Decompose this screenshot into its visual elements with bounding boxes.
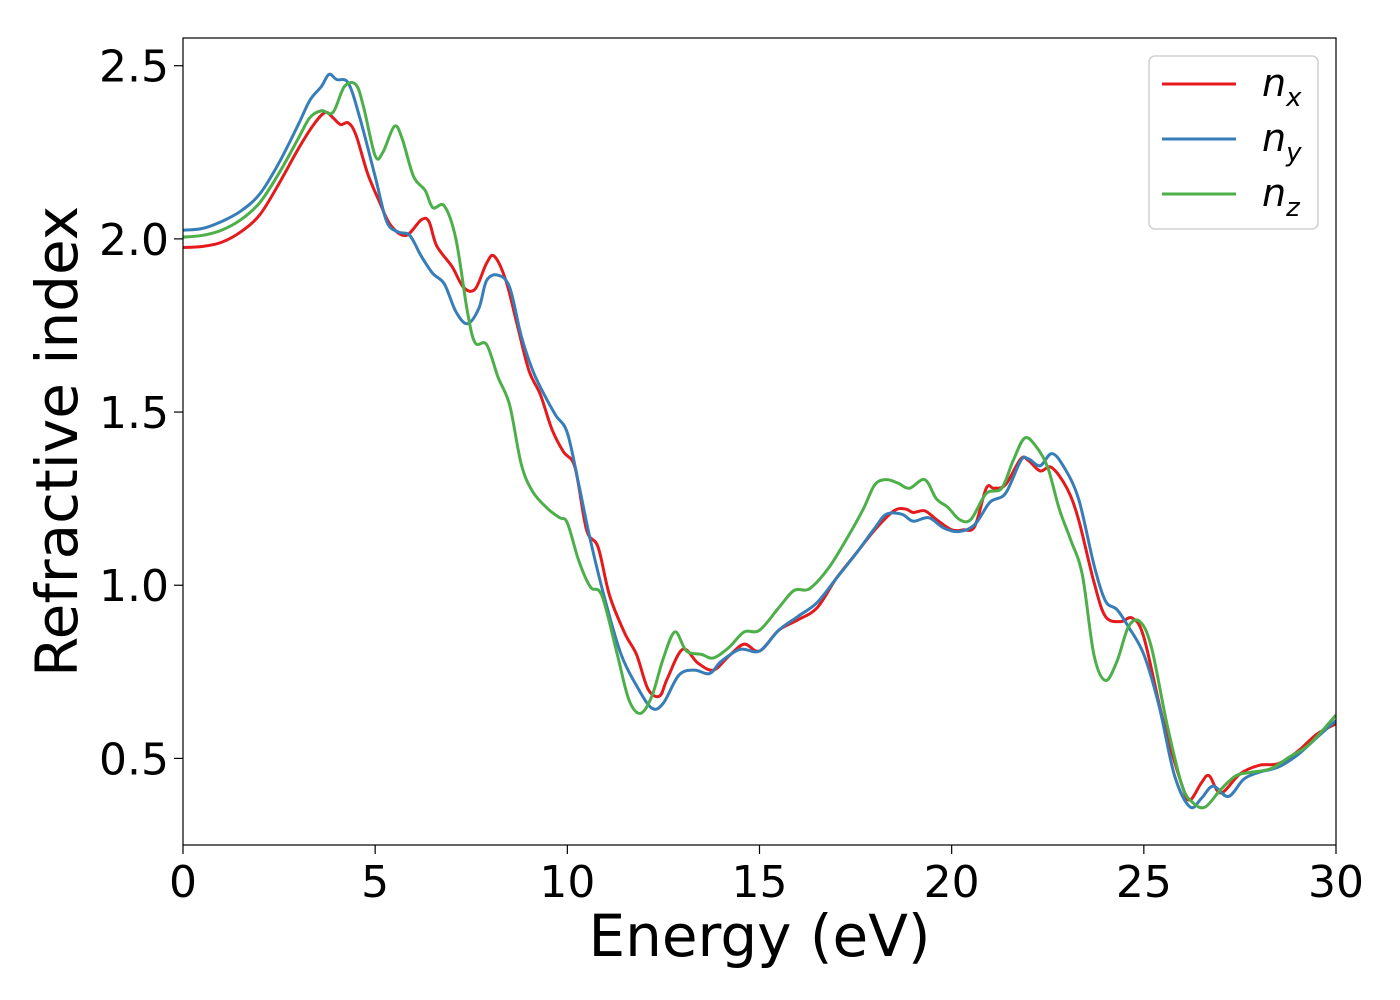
- x-tick-label: 20: [924, 857, 980, 908]
- legend-label-base: n: [1262, 116, 1286, 160]
- legend-label-subscript: x: [1285, 83, 1302, 113]
- legend-label-subscript: z: [1285, 193, 1301, 223]
- y-axis-title: Refractive index: [23, 206, 91, 677]
- legend-box: [1148, 55, 1319, 230]
- series-layer: [183, 72, 1336, 810]
- x-tick-label: 15: [732, 857, 788, 908]
- legend-label-nz: nz: [1262, 171, 1301, 223]
- legend-label-base: n: [1262, 61, 1286, 105]
- series-line-nz: [183, 81, 1336, 810]
- y-tick-label: 1.0: [99, 561, 169, 612]
- x-tick-label: 5: [361, 857, 389, 908]
- series-line-ny: [183, 72, 1336, 810]
- y-tick-label: 2.5: [99, 42, 169, 93]
- y-tick-label: 0.5: [99, 734, 169, 785]
- x-axis-title: Energy (eV): [588, 902, 930, 970]
- x-tick-label: 30: [1308, 857, 1364, 908]
- x-tick-label: 10: [539, 857, 595, 908]
- ticks-layer: 0 5 10 15 20 25 30 0.5 1.0 1.5 2.0 2.5: [99, 42, 1364, 908]
- legend-label-subscript: y: [1285, 138, 1302, 168]
- x-tick-label: 0: [169, 857, 197, 908]
- legend-label-nx: nx: [1262, 61, 1302, 113]
- legend-label-base: n: [1262, 171, 1286, 215]
- y-tick-label: 2.0: [99, 215, 169, 266]
- x-tick-label: 25: [1116, 857, 1172, 908]
- legend-label-ny: ny: [1262, 116, 1302, 168]
- y-tick-label: 1.5: [99, 388, 169, 439]
